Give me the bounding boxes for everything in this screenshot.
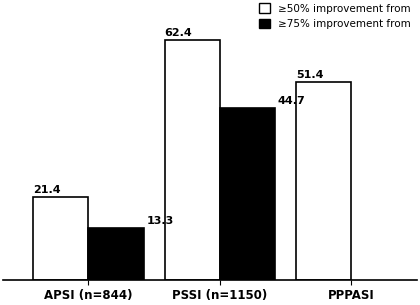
Bar: [165, 40, 220, 279]
Bar: [220, 108, 275, 279]
Bar: [33, 197, 88, 279]
Legend: ≥50% improvement from, ≥75% improvement from: ≥50% improvement from, ≥75% improvement …: [258, 2, 412, 30]
Bar: [296, 82, 352, 279]
Text: 21.4: 21.4: [33, 185, 60, 195]
Text: 44.7: 44.7: [278, 96, 305, 106]
Text: 62.4: 62.4: [165, 28, 192, 38]
Bar: [88, 228, 144, 279]
Text: 13.3: 13.3: [146, 217, 173, 226]
Text: 51.4: 51.4: [296, 70, 324, 80]
